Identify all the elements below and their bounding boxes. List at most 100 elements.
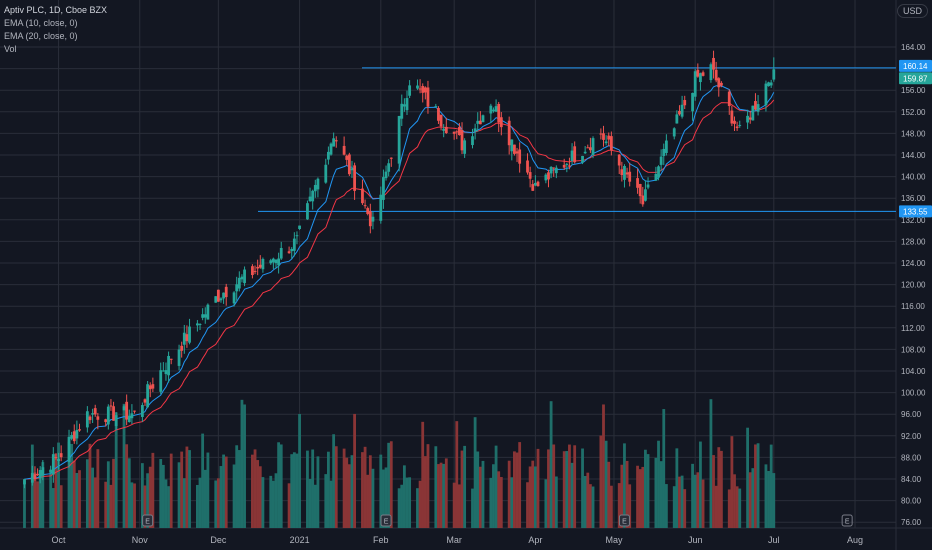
currency-button[interactable]: USD bbox=[896, 4, 928, 18]
volume-bar bbox=[562, 451, 566, 528]
candle-body bbox=[678, 110, 681, 115]
candle-body bbox=[334, 140, 338, 142]
volume-bar bbox=[122, 403, 126, 528]
time-tick-label: Oct bbox=[52, 535, 67, 545]
candle-body bbox=[49, 469, 53, 473]
volume-bar bbox=[167, 486, 170, 528]
volume-bar bbox=[224, 456, 228, 528]
candle-body bbox=[536, 181, 540, 187]
candle-body bbox=[130, 413, 134, 419]
candle-body bbox=[418, 88, 422, 90]
candle-body bbox=[54, 457, 58, 459]
volume-bar bbox=[573, 445, 577, 528]
ema20-line bbox=[24, 99, 775, 480]
ema10-legend[interactable]: EMA (10, close, 0) bbox=[4, 18, 78, 28]
volume-bar bbox=[699, 441, 702, 528]
candle-body bbox=[696, 69, 700, 77]
volume-bar bbox=[36, 481, 39, 528]
volume-bar bbox=[481, 460, 485, 528]
candle-body bbox=[75, 429, 79, 439]
candle-body bbox=[746, 115, 749, 123]
volume-bar bbox=[552, 444, 556, 528]
volume-bar bbox=[49, 470, 53, 528]
price-tick-label: 84.00 bbox=[901, 475, 922, 484]
candle-body bbox=[287, 251, 291, 254]
volume-bar bbox=[91, 467, 94, 528]
volume-bar bbox=[589, 484, 592, 528]
volume-bar bbox=[237, 450, 241, 528]
volume-bar bbox=[397, 488, 401, 528]
volume-bar bbox=[324, 474, 328, 528]
candle-body bbox=[104, 419, 108, 422]
candle-body bbox=[389, 157, 393, 159]
volume-bar bbox=[701, 479, 705, 528]
price-tick-label: 76.00 bbox=[901, 518, 922, 527]
candle-body bbox=[623, 165, 626, 180]
candle-body bbox=[188, 326, 191, 343]
volume-bar bbox=[712, 455, 715, 528]
candle-body bbox=[513, 144, 516, 154]
candle-body bbox=[201, 314, 205, 318]
candle-body bbox=[458, 127, 461, 136]
volume-bar bbox=[104, 481, 108, 528]
volume-bar bbox=[623, 443, 626, 528]
volume-bar bbox=[198, 477, 202, 528]
candle-body bbox=[51, 454, 55, 475]
volume-bar bbox=[727, 489, 731, 528]
candle-body bbox=[405, 98, 409, 111]
volume-legend[interactable]: Vol bbox=[4, 44, 17, 54]
candle-body bbox=[232, 292, 236, 304]
horizontal-lines[interactable] bbox=[258, 67, 896, 212]
candle-body bbox=[602, 133, 605, 140]
ema20-legend[interactable]: EMA (20, close, 0) bbox=[4, 31, 78, 41]
candle-body bbox=[680, 104, 684, 117]
volume-bar bbox=[308, 478, 312, 528]
volume-bar bbox=[185, 446, 189, 528]
candle-body bbox=[361, 188, 364, 204]
candle-body bbox=[167, 355, 170, 376]
volume-bar bbox=[148, 466, 152, 528]
candle-body bbox=[426, 87, 430, 107]
volume-bar bbox=[672, 486, 676, 528]
volume-bar bbox=[38, 473, 42, 528]
volume-bar bbox=[67, 441, 71, 528]
volume-bar bbox=[683, 489, 687, 528]
candle-body bbox=[368, 211, 372, 227]
volume-bar bbox=[78, 470, 81, 528]
time-tick-label: Feb bbox=[373, 535, 389, 545]
candle-body bbox=[568, 165, 571, 167]
volume-bar bbox=[405, 477, 409, 528]
volume-bar bbox=[738, 488, 742, 528]
volume-bar bbox=[371, 468, 375, 528]
price-tick-label: 96.00 bbox=[901, 410, 922, 419]
earnings-marker-box bbox=[142, 514, 154, 527]
candle-body bbox=[738, 124, 742, 126]
price-axis[interactable]: 76.00 80.00 84.00 88.00 92.00 96.00 100.00 104.… bbox=[901, 43, 926, 527]
candle-body bbox=[78, 429, 81, 431]
symbol-title[interactable]: Aptiv PLC, 1D, Cboe BZX bbox=[4, 5, 108, 15]
lower-line-price-tag: 133.55 bbox=[903, 207, 928, 216]
candle-body bbox=[528, 172, 532, 179]
price-tick-label: 144.00 bbox=[901, 151, 926, 160]
volume-bar bbox=[96, 449, 100, 528]
time-axis[interactable]: Oct Nov Dec 2021 Feb Mar Apr May Jun Jul Aug bbox=[52, 535, 863, 545]
volume-bar bbox=[327, 451, 330, 528]
volume-bar bbox=[620, 464, 624, 528]
volume-bar bbox=[235, 445, 239, 528]
candle-body bbox=[290, 248, 294, 252]
candle-body bbox=[269, 260, 273, 264]
last-price-tag: 159.87 bbox=[903, 74, 928, 83]
volume-bar bbox=[57, 442, 60, 528]
volume-bar bbox=[201, 433, 205, 528]
candle-body bbox=[342, 145, 346, 155]
candle-body bbox=[769, 82, 773, 86]
candle-body bbox=[57, 458, 60, 462]
candle-body bbox=[161, 370, 165, 372]
candle-body bbox=[628, 171, 632, 182]
candle-body bbox=[754, 101, 757, 110]
volume-bar bbox=[41, 462, 45, 528]
candle-body bbox=[38, 470, 42, 479]
price-tick-label: 88.00 bbox=[901, 453, 922, 462]
